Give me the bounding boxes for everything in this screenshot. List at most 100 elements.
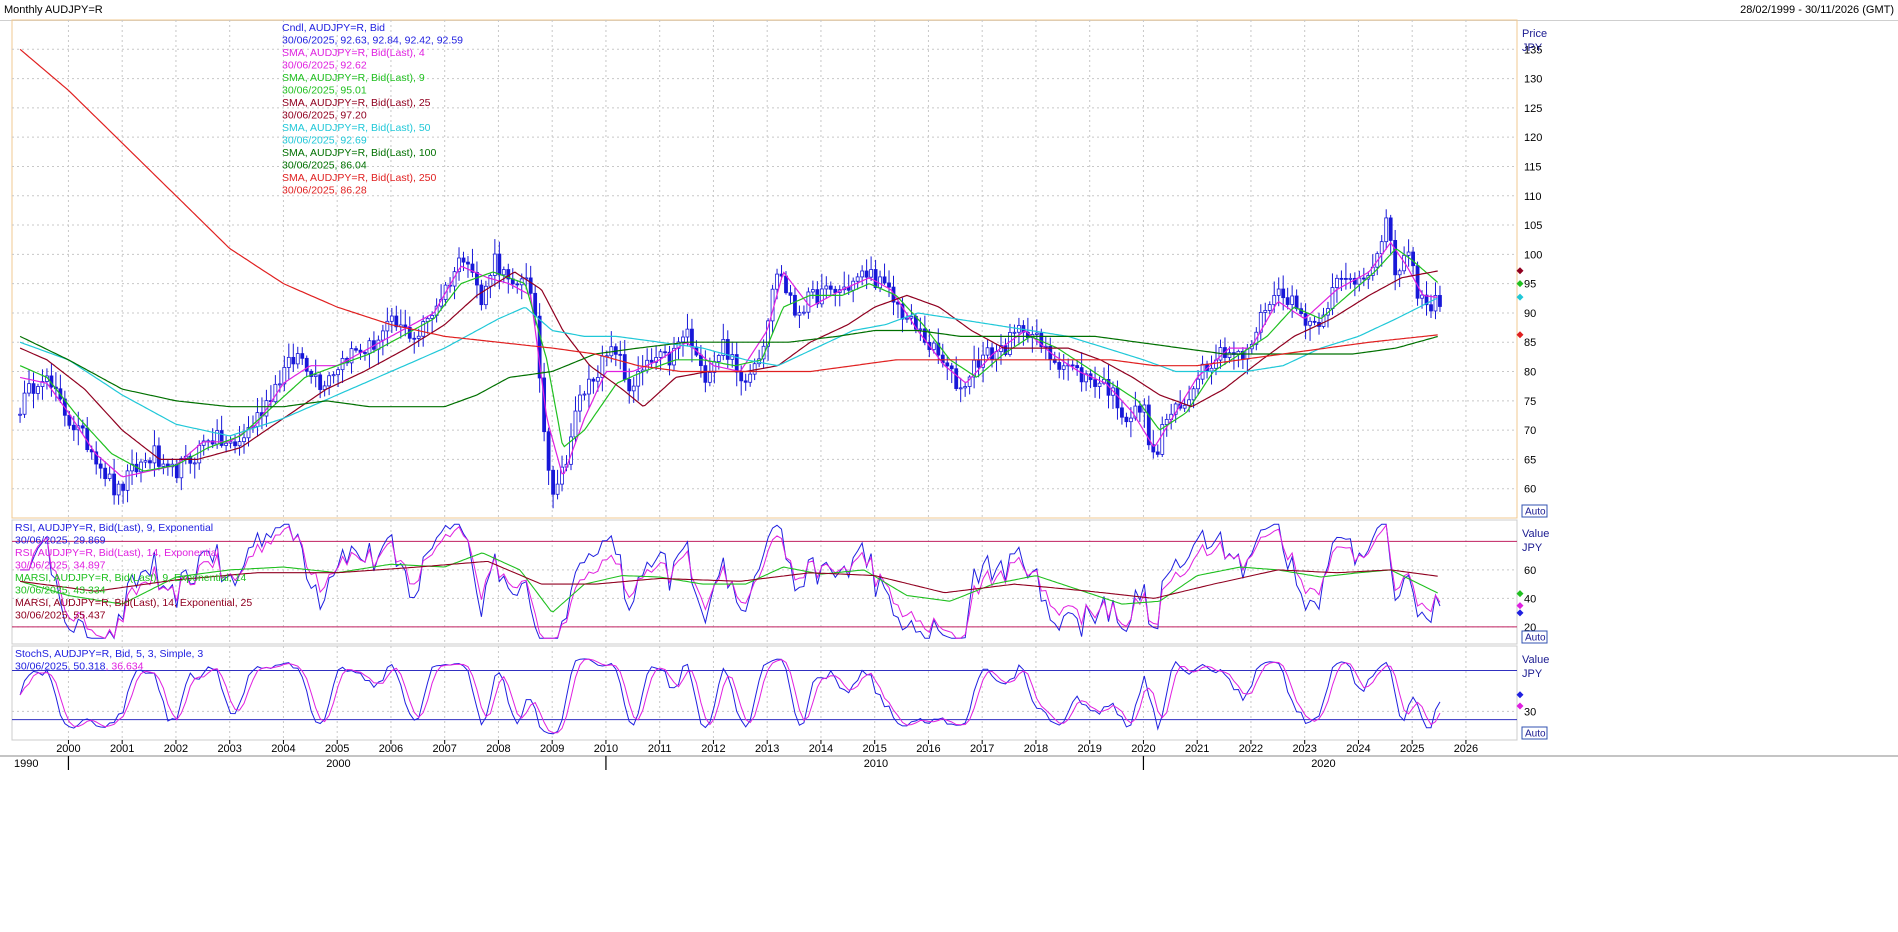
candle-body [681, 336, 685, 343]
candle-body [528, 277, 533, 294]
candle-body [833, 288, 838, 293]
candle-body [1070, 364, 1075, 367]
candle-body [277, 383, 282, 386]
candle-body [1097, 382, 1102, 387]
candle-body [560, 466, 564, 485]
candle-body [318, 374, 323, 390]
sma-25-value-marker [1516, 267, 1524, 275]
candle-body [40, 381, 45, 387]
candle-body [1160, 424, 1165, 455]
candle-body [461, 257, 466, 263]
price-auto-scale-button[interactable]: Auto [1521, 504, 1548, 518]
candle-body [1276, 288, 1281, 296]
sma-4-line [19, 241, 1438, 478]
candle-body [1330, 287, 1335, 309]
candle-body [488, 275, 493, 287]
candle-body [582, 393, 587, 396]
candle-body [380, 330, 385, 341]
candle-body [954, 368, 959, 389]
candle-body [1361, 277, 1366, 280]
stoch-d-line [19, 658, 1441, 734]
candle-body [161, 463, 166, 467]
candle-body [1191, 388, 1196, 401]
candle-body [784, 275, 788, 294]
candle-body [931, 342, 936, 350]
decade-label: 2020 [1311, 758, 1335, 770]
candle-body [1124, 416, 1129, 423]
candle-body [1137, 405, 1142, 413]
candle-body [36, 386, 40, 394]
candle-body [672, 347, 676, 366]
candle-body [1227, 352, 1232, 358]
candle-body [958, 387, 963, 390]
candle-body [864, 270, 869, 278]
year-tick-label: 2016 [916, 743, 940, 755]
price-legend-value: 30/06/2025, 95.01 [282, 85, 367, 97]
candle-body [743, 380, 748, 383]
candle-body [1339, 277, 1344, 280]
candle-body [1388, 217, 1393, 241]
decade-label: 2010 [864, 758, 888, 770]
chart-title: Monthly AUDJPY=R [4, 4, 103, 16]
price-y-tick-label: 135 [1524, 44, 1542, 56]
candle-body [1411, 251, 1415, 267]
price-legend-name: Cndl, AUDJPY=R, Bid [282, 22, 385, 34]
candle-body [855, 276, 860, 282]
candle-body [788, 292, 793, 296]
candle-body [869, 269, 874, 278]
candle-body [752, 363, 757, 375]
candle-body [882, 276, 887, 284]
price-legend-value: 30/06/2025, 97.20 [282, 110, 367, 122]
candle-body [1384, 217, 1389, 243]
year-tick-label: 2022 [1239, 743, 1263, 755]
rsi-y-tick-label: 60 [1524, 565, 1536, 577]
candle-body [501, 269, 506, 276]
rsi-legend-value: 30/06/2025, 43.334 [15, 585, 106, 597]
stoch-auto-scale-button[interactable]: Auto [1521, 726, 1548, 740]
candle-body [116, 483, 121, 496]
candle-body [94, 451, 99, 465]
candle-body [860, 270, 865, 278]
candle-body [918, 328, 923, 331]
rsi-14-value-marker [1516, 602, 1524, 610]
candle-body [649, 359, 654, 363]
candle-body [824, 285, 829, 290]
candle-body [336, 369, 340, 376]
year-tick-label: 2011 [648, 743, 672, 755]
candle-body [139, 461, 143, 473]
candle-body [457, 257, 461, 273]
decade-label: 1990 [14, 758, 38, 770]
stoch-legend-extra-value: , 36.634 [106, 661, 144, 673]
price-unit-label: Price [1522, 28, 1547, 40]
candle-body [224, 442, 229, 446]
rsi-auto-scale-button[interactable]: Auto [1521, 630, 1548, 644]
candle-body [1155, 451, 1160, 455]
auto-button-frame [1521, 630, 1548, 644]
candle-body [27, 383, 31, 394]
auto-button-label: Auto [1525, 729, 1546, 740]
candle-body [573, 410, 578, 438]
candle-body [313, 374, 318, 377]
candle-body [631, 385, 636, 392]
candle-body [618, 353, 623, 356]
candle-body [587, 378, 591, 395]
candle-body [1433, 295, 1438, 312]
candle-body [1303, 313, 1308, 326]
candle-body [1429, 304, 1433, 312]
rsi-unit-label: Value [1522, 528, 1549, 540]
candle-body [18, 413, 22, 416]
candle-body [1209, 367, 1214, 372]
candle-body [578, 394, 582, 412]
year-tick-label: 2026 [1454, 743, 1478, 755]
sma-100-line [19, 329, 1438, 408]
year-tick-label: 2003 [217, 743, 241, 755]
candle-body [246, 427, 251, 439]
year-tick-label: 2007 [432, 743, 456, 755]
candle-body [766, 320, 770, 347]
price-pane-frame [11, 19, 1518, 519]
candle-body [945, 362, 950, 367]
auto-button-label: Auto [1525, 507, 1546, 518]
candle-body [492, 253, 497, 276]
candle-body [286, 356, 291, 368]
